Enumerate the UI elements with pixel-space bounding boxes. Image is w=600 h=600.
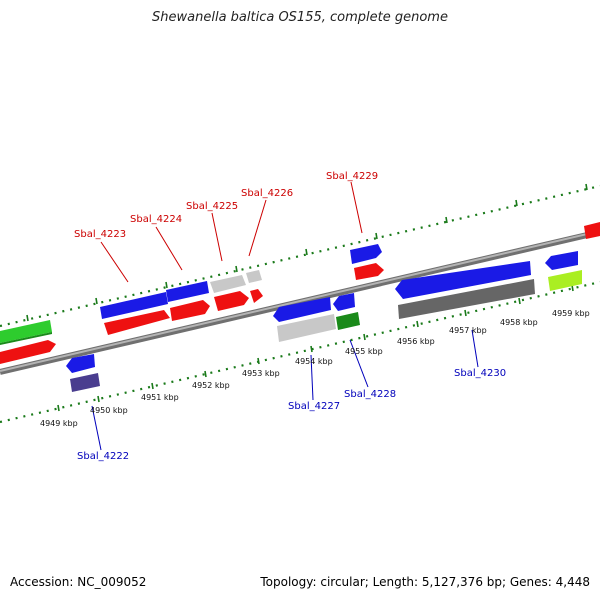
gene-label-sbal4228[interactable]: Sbal_4228 (344, 389, 396, 400)
map-title: Shewanella baltica OS155, complete genom… (152, 10, 448, 25)
topology-text: Topology: circular; Length: 5,127,376 bp… (260, 575, 590, 589)
scale-label: 4956 kbp (397, 337, 435, 346)
scale-label: 4952 kbp (192, 381, 230, 390)
gene-label-sbal4226[interactable]: Sbal_4226 (241, 188, 293, 199)
gene-arrow-sbal4225[interactable] (210, 275, 246, 293)
scale-label: 4949 kbp (40, 419, 78, 428)
gene-label-sbal4229[interactable]: Sbal_4229 (326, 171, 378, 182)
gene-arrow-red-4[interactable] (250, 289, 263, 303)
genome-backbone (0, 229, 600, 375)
gene-arrow-yellow-green[interactable] (548, 270, 582, 291)
gene-label-sbal4230[interactable]: Sbal_4230 (454, 368, 506, 379)
gene-arrow-red-edge[interactable] (584, 222, 600, 239)
scale-label: 4953 kbp (242, 369, 280, 378)
gene-label-sbal4224[interactable]: Sbal_4224 (130, 214, 182, 225)
gene-arrow-gray-1[interactable] (277, 314, 336, 342)
plus-strand-genes (0, 222, 600, 364)
gene-label-sbal4225[interactable]: Sbal_4225 (186, 201, 238, 212)
gene-arrow-sbal4223[interactable] (100, 292, 168, 319)
gene-arrow-slate[interactable] (70, 373, 100, 392)
scale-label: 4951 kbp (141, 393, 179, 402)
gene-labels: Sbal_4222 Sbal_4223 Sbal_4224 Sbal_4225 … (74, 171, 506, 462)
gene-arrow-red-3[interactable] (214, 291, 249, 311)
scale-label: 4950 kbp (90, 406, 128, 415)
gene-arrow-blue-right[interactable] (545, 251, 578, 270)
gene-arrow-red-1[interactable] (104, 310, 170, 335)
gene-arrow-sbal4226[interactable] (246, 270, 262, 283)
gene-arrow-sbal4228[interactable] (333, 293, 355, 311)
gene-arrow-red[interactable] (0, 340, 56, 364)
gene-label-sbal4222[interactable]: Sbal_4222 (77, 451, 129, 462)
gene-arrow-sbal4224[interactable] (166, 281, 209, 302)
scale-label: 4958 kbp (500, 318, 538, 327)
scale-label: 4957 kbp (449, 326, 487, 335)
plus-strand-dotted-track (0, 184, 600, 328)
scale-label: 4955 kbp (345, 347, 383, 356)
gene-arrow-red-5[interactable] (354, 263, 384, 280)
gene-arrow-green-2[interactable] (336, 312, 360, 330)
gene-arrow-sbal4222[interactable] (66, 354, 95, 373)
gene-arrow-sbal4230[interactable] (395, 261, 531, 299)
scale-label: 4959 kbp (552, 309, 590, 318)
scale-labels: 4949 kbp 4950 kbp 4951 kbp 4952 kbp 4953… (40, 309, 590, 428)
gene-label-sbal4227[interactable]: Sbal_4227 (288, 401, 340, 412)
gene-arrow-dark-gray[interactable] (398, 279, 535, 319)
gene-label-sbal4223[interactable]: Sbal_4223 (74, 229, 126, 240)
gene-arrow-green[interactable] (0, 320, 52, 343)
gene-arrow-sbal4229[interactable] (350, 244, 382, 264)
label-leader-lines (91, 181, 479, 451)
minus-strand-genes (66, 251, 582, 392)
gene-arrow-sbal4227[interactable] (273, 297, 331, 322)
accession-text: Accession: NC_009052 (10, 575, 147, 589)
scale-label: 4954 kbp (295, 357, 333, 366)
gene-arrow-red-2[interactable] (170, 300, 210, 321)
minus-strand-ticks (57, 284, 574, 412)
plus-strand-ticks (26, 183, 588, 322)
minus-strand-dotted-track (0, 280, 600, 424)
